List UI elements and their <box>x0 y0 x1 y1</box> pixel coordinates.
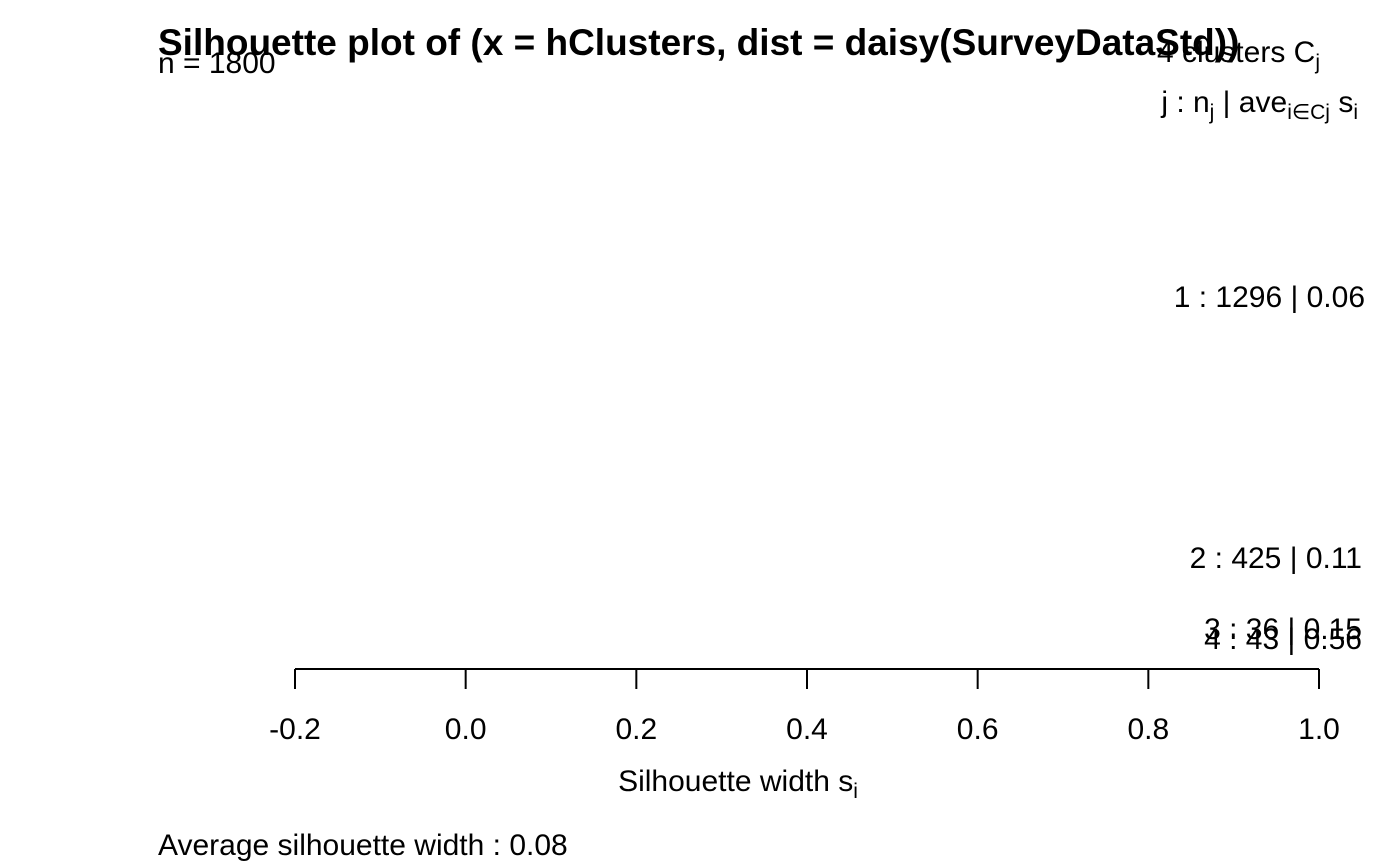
legend-header-s: s <box>1330 86 1353 119</box>
x-tick-label-6: 1.0 <box>1298 713 1340 746</box>
legend-header-s-sub: i <box>1353 101 1358 124</box>
x-tick-label-0: -0.2 <box>269 713 321 746</box>
legend-header-ave: | ave <box>1214 86 1287 119</box>
legend-header-j-sub: j <box>1209 101 1215 124</box>
legend-header: j : nj | avei∈Cj si <box>1160 86 1358 124</box>
average-silhouette-footer: Average silhouette width : 0.08 <box>158 829 568 862</box>
clusters-header-main: 4 clusters C <box>1157 36 1315 69</box>
x-axis: -0.2 0.0 0.2 0.4 0.6 0.8 1.0 <box>269 668 1340 746</box>
x-tick-label-5: 0.8 <box>1127 713 1169 746</box>
legend-header-ave-sub: i∈Cj <box>1287 101 1330 124</box>
cluster-label-4: 4 : 43 | 0.56 <box>1204 623 1362 656</box>
cluster-label-2: 2 : 425 | 0.11 <box>1190 542 1362 575</box>
chart-title: Silhouette plot of (x = hClusters, dist … <box>158 22 1239 63</box>
x-tick-label-2: 0.2 <box>615 713 657 746</box>
clusters-header-sub: j <box>1314 51 1320 74</box>
legend-header-j: j : n <box>1160 86 1209 119</box>
x-tick-label-3: 0.4 <box>786 713 828 746</box>
x-tick-label-1: 0.0 <box>445 713 487 746</box>
cluster-label-1: 1 : 1296 | 0.06 <box>1174 281 1365 314</box>
x-axis-title-sub: i <box>853 780 858 803</box>
n-label: n = 1800 <box>158 47 276 80</box>
x-axis-title: Silhouette width si <box>618 765 858 803</box>
clusters-header: 4 clusters Cj <box>1157 36 1320 74</box>
x-axis-title-main: Silhouette width s <box>618 765 853 798</box>
x-tick-label-4: 0.6 <box>957 713 999 746</box>
cluster-label-3: 3 : 36 | 0.15 <box>1204 613 1362 646</box>
